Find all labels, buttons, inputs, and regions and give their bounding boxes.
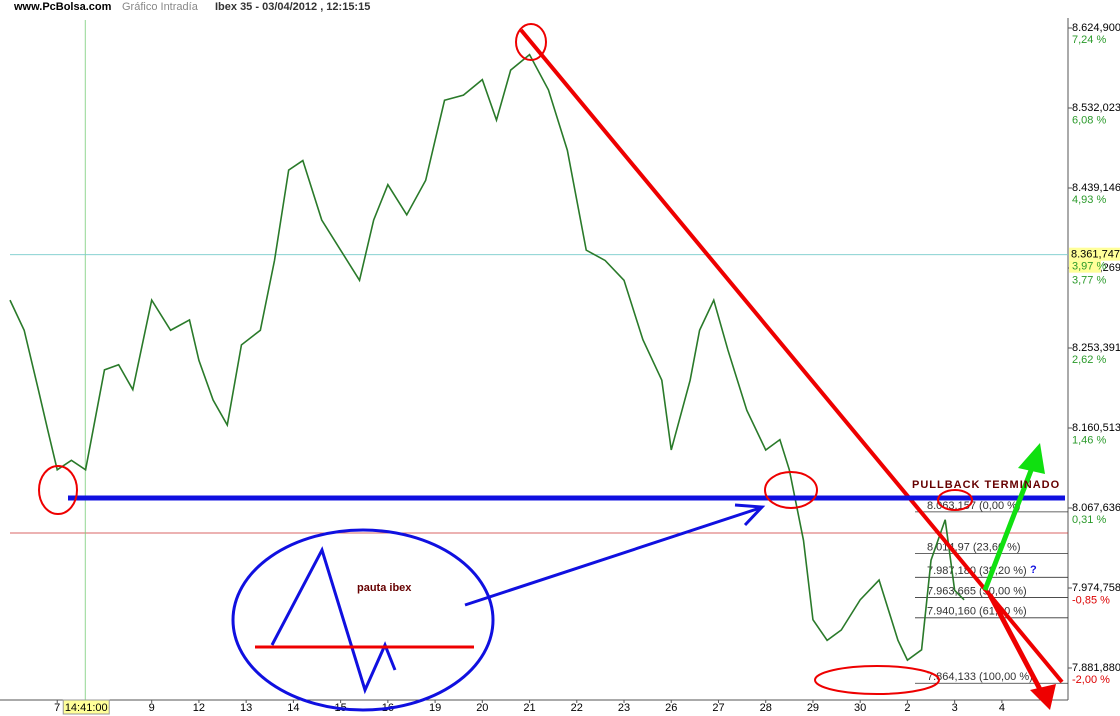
x-tick-label: 12 (193, 702, 205, 714)
x-tick-label: 13 (240, 702, 252, 714)
pattern-label: pauta ibex (357, 582, 412, 594)
fib-label: 7.987,180 (38,20 %) (927, 565, 1027, 577)
y2-tick-label: 4,93 % (1072, 194, 1106, 206)
x-tick-label: 19 (429, 702, 441, 714)
x-tick-label: 27 (712, 702, 724, 714)
y2-tick-label: 7,24 % (1072, 34, 1106, 46)
fib-label: 7.940,160 (61,80 %) (927, 606, 1027, 618)
y-tick-label: 8.253,391 (1072, 342, 1120, 354)
plot: 8.624,9008.532,0238.439,1468.346,2698.25… (9, 20, 1120, 715)
arrow (464, 506, 761, 607)
y-tick-label: 8.532,023 (1072, 102, 1120, 114)
fib-label: 8.014,97 (23,60 %) (927, 541, 1021, 553)
y2-tick-label: -2,00 % (1072, 674, 1110, 686)
x-tick-label: 3 (952, 702, 958, 714)
site-name: www.PcBolsa.com (13, 1, 112, 13)
marker-percent: 3,97 % (1072, 261, 1106, 273)
x-tick-label: 30 (854, 702, 866, 714)
price-line (9, 53, 965, 662)
y2-tick-label: 1,46 % (1072, 434, 1106, 446)
y2-tick-label: -0,85 % (1072, 594, 1110, 606)
x-tick-label: 21 (523, 702, 535, 714)
y-tick-label: 8.624,900 (1072, 22, 1120, 34)
up-arrow-head (1018, 443, 1045, 474)
pattern-ellipse (231, 528, 495, 712)
x-tick-label: 29 (807, 702, 819, 714)
down-arrow (987, 593, 1046, 697)
y-tick-label: 8.067,636 (1072, 502, 1120, 514)
highlight (38, 465, 78, 515)
cursor-box (62, 699, 110, 715)
y-tick-label: 8.160,513 (1072, 422, 1120, 434)
cursor-label: 14:41:00 (65, 702, 108, 714)
x-tick-label: 7 (54, 702, 60, 714)
marker-label: 8.361,747 (1071, 249, 1120, 261)
annotations: PULLBACK TERMINADO pauta ibex ? (38, 23, 1065, 712)
x-tick-label: 14 (287, 702, 299, 714)
y-tick-label: 8.439,146 (1072, 182, 1120, 194)
y2-tick-label: 2,62 % (1072, 354, 1106, 366)
chart-kind: Gráfico Intradía (122, 1, 199, 13)
fib-label: 7.864,133 (100,00 %) (927, 671, 1033, 683)
x-tick-label: 28 (760, 702, 772, 714)
marker-box (1069, 260, 1101, 273)
y-tick-label: 7.881,880 (1072, 662, 1120, 674)
x-tick-label: 4 (999, 702, 1005, 714)
highlight (515, 23, 547, 61)
x-tick-label: 26 (665, 702, 677, 714)
arrow-head (734, 503, 766, 527)
pattern-sketch (270, 546, 397, 695)
highlight (937, 489, 973, 511)
y-tick-label: 7.974,758 (1072, 582, 1120, 594)
fib-label: 7.963,665 (50,00 %) (927, 585, 1027, 597)
x-tick-label: 23 (618, 702, 630, 714)
pullback-label: PULLBACK TERMINADO (912, 479, 1060, 491)
up-arrow (982, 459, 1038, 591)
x-tick-label: 22 (571, 702, 583, 714)
chart-title: Ibex 35 - 03/04/2012 , 12:15:15 (215, 1, 370, 13)
highlight (814, 665, 940, 695)
y2-tick-label: 0,31 % (1072, 514, 1106, 526)
marker-box (1069, 247, 1120, 261)
x-tick-label: 2 (904, 702, 910, 714)
down-arrow-head (1030, 684, 1056, 710)
y2-tick-label: 6,08 % (1072, 115, 1106, 127)
y2-tick-label: 3,77 % (1072, 275, 1106, 287)
trend-line (519, 28, 1064, 684)
x-tick-label: 9 (149, 702, 155, 714)
x-tick-label: 20 (476, 702, 488, 714)
question-mark: ? (1030, 564, 1037, 576)
highlight (764, 471, 818, 509)
